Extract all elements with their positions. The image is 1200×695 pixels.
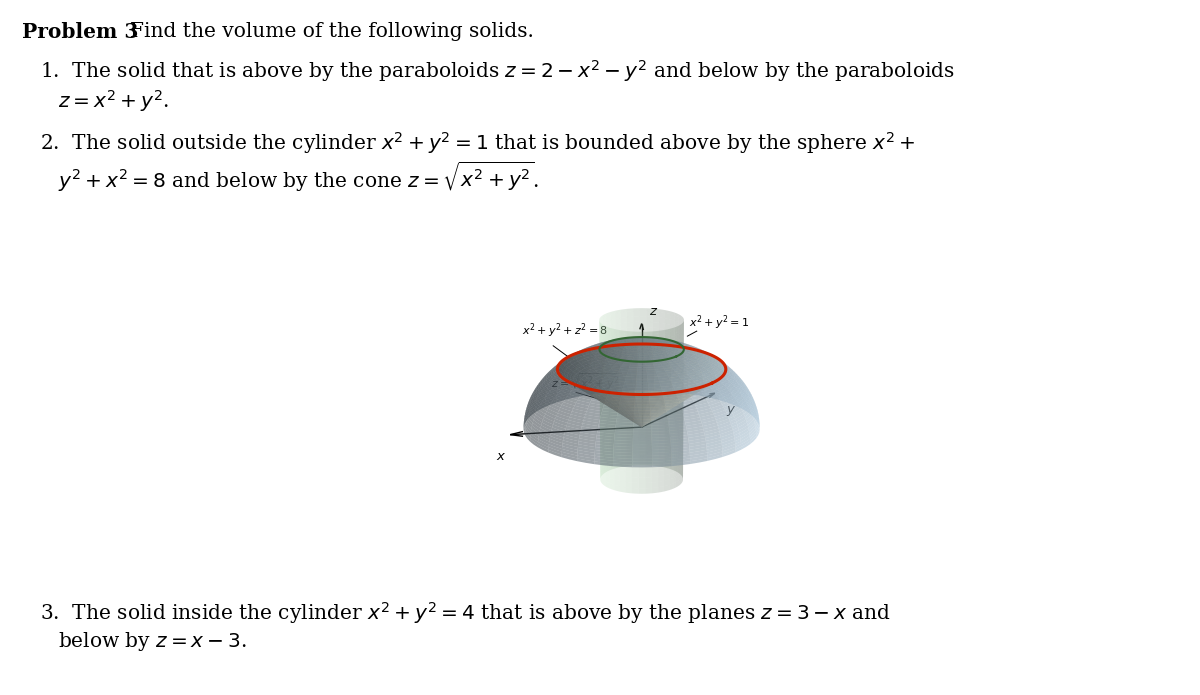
Text: 2.  The solid outside the cylinder $x^2 + y^2 = 1$ that is bounded above by the : 2. The solid outside the cylinder $x^2 +… [40, 130, 916, 156]
Text: $z = x^2 + y^2$.: $z = x^2 + y^2$. [58, 88, 169, 114]
Text: Find the volume of the following solids.: Find the volume of the following solids. [130, 22, 534, 41]
Text: 3.  The solid inside the cylinder $x^2 + y^2 = 4$ that is above by the planes $z: 3. The solid inside the cylinder $x^2 + … [40, 600, 892, 626]
Text: 1.  The solid that is above by the paraboloids $z = 2 - x^2 - y^2$ and below by : 1. The solid that is above by the parabo… [40, 58, 955, 84]
Text: Problem 3: Problem 3 [22, 22, 138, 42]
Text: $y^2 + x^2 = 8$ and below by the cone $z = \sqrt{x^2 + y^2}$.: $y^2 + x^2 = 8$ and below by the cone $z… [58, 160, 539, 194]
Text: below by $z = x - 3$.: below by $z = x - 3$. [58, 630, 247, 653]
